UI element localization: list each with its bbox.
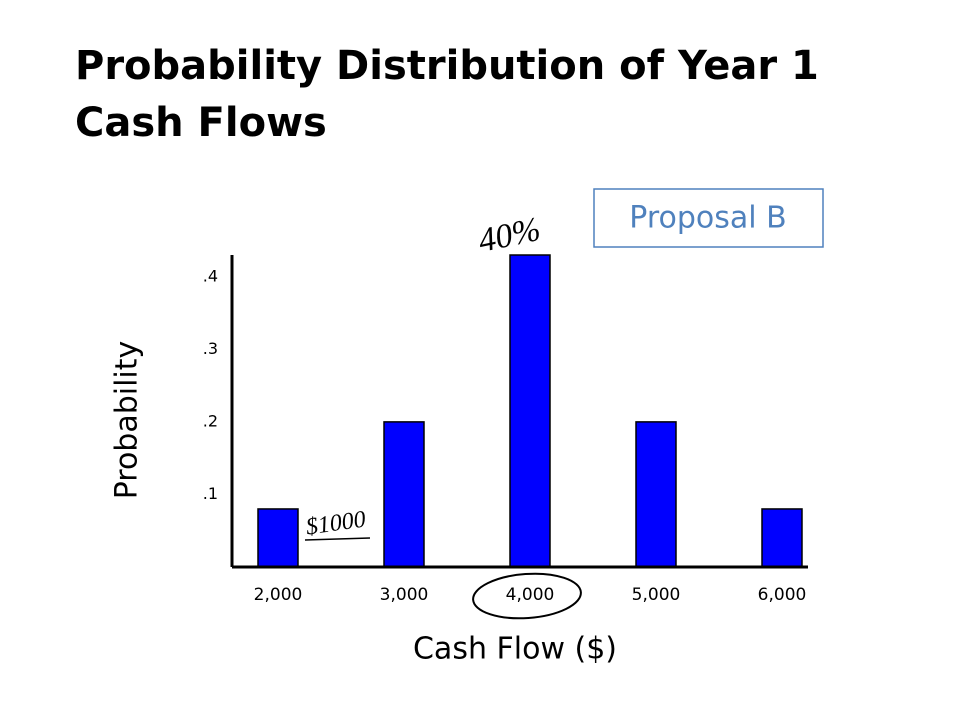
bar: [257, 508, 299, 568]
handwritten-underline: [304, 537, 371, 541]
y-axis-label: Probability: [110, 341, 145, 500]
x-axis-label: Cash Flow ($): [413, 632, 617, 667]
x-tick-label: 4,000: [506, 585, 555, 605]
y-tick-label: .1: [203, 484, 218, 503]
y-tick-label: .3: [203, 339, 218, 358]
proposal-label: Proposal B: [629, 201, 786, 236]
legend-box: [593, 188, 824, 248]
y-tick-label: .2: [203, 411, 218, 430]
x-tick-label: 5,000: [632, 585, 681, 605]
handwritten-note: 40%: [475, 211, 544, 260]
bar: [383, 421, 425, 568]
x-tick-label: 3,000: [380, 585, 429, 605]
bar: [509, 254, 551, 568]
handwritten-circle: [472, 572, 582, 620]
y-tick-label: .4: [203, 266, 218, 285]
x-tick-label: 2,000: [254, 585, 303, 605]
chart-title: Probability Distribution of Year 1 Cash …: [75, 43, 819, 146]
bar: [635, 421, 677, 568]
bar: [761, 508, 803, 568]
handwritten-note: $1000: [304, 506, 367, 540]
x-tick-label: 6,000: [758, 585, 807, 605]
